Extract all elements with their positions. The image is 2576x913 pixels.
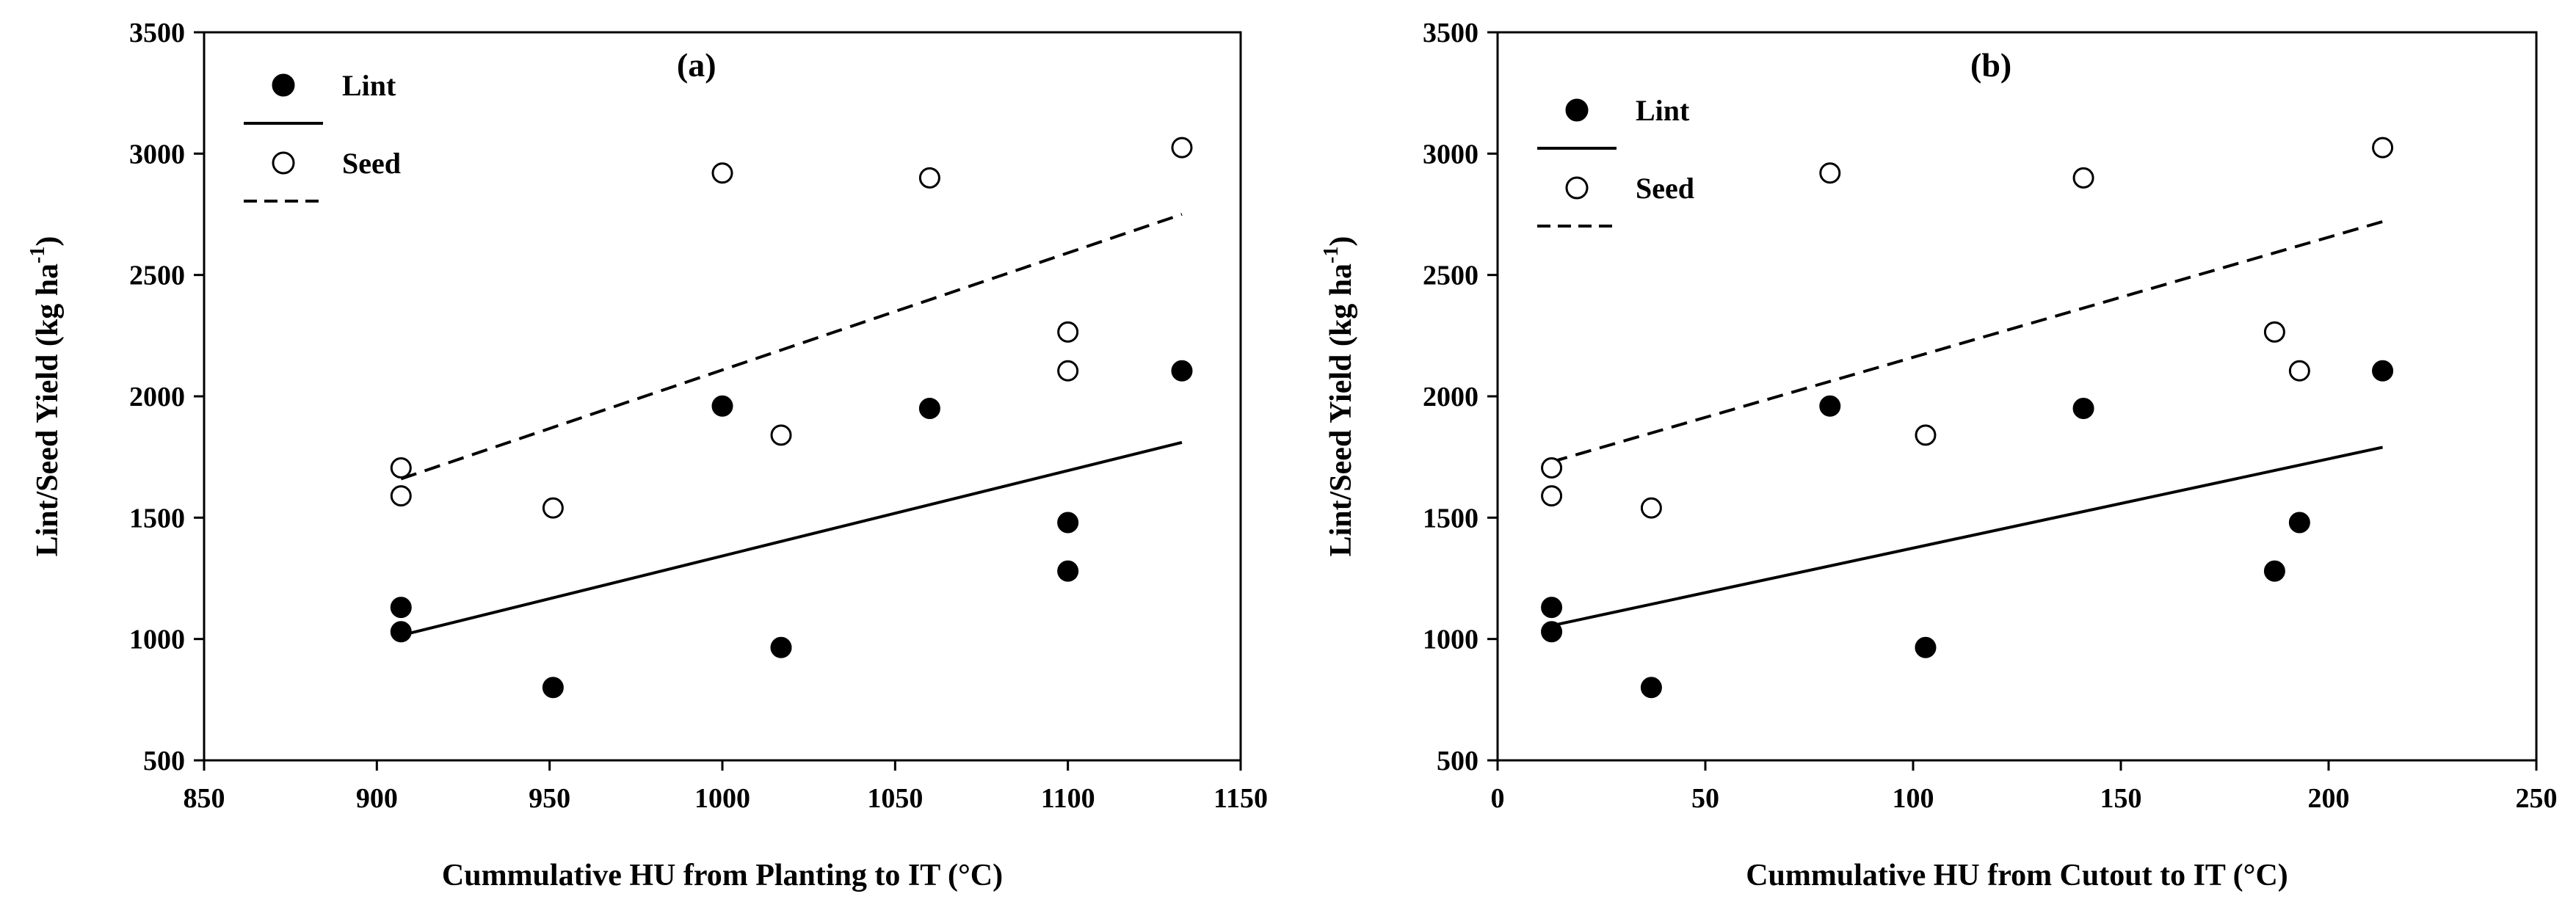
- legend-seed-marker-a: [272, 151, 295, 175]
- markers-b: [1541, 137, 2394, 699]
- y-tick-label-a-2000: 2000: [129, 382, 185, 412]
- point-lint-a-3: [711, 395, 733, 417]
- y-axis-title-main-a: Lint/Seed Yield (kg ha: [31, 263, 65, 556]
- point-seed-b-6: [2263, 321, 2285, 343]
- point-seed-b-2: [1640, 497, 1662, 519]
- point-seed-a-2: [542, 497, 564, 519]
- fit-line-lint-b: [1551, 445, 2383, 628]
- x-tick-label-b-200: 200: [2308, 783, 2350, 814]
- y-tick-label-b-1500: 1500: [1423, 503, 1479, 534]
- point-seed-a-0: [390, 457, 412, 479]
- legend-seed-label-b: Seed: [1636, 172, 1694, 205]
- y-tick-label-b-3000: 3000: [1423, 139, 1479, 170]
- x-tick-label-a-1100: 1100: [1041, 783, 1095, 814]
- legend-seed-label-a: Seed: [342, 147, 401, 180]
- point-lint-b-5: [2072, 398, 2094, 420]
- x-tick-label-a-900: 900: [356, 783, 398, 814]
- fit-lines-b: [1551, 219, 2384, 628]
- y-axis-title-main-b: Lint/Seed Yield (kg ha: [1324, 263, 1358, 556]
- x-tick-label-b-250: 250: [2516, 783, 2558, 814]
- point-lint-b-4: [1915, 636, 1937, 658]
- panel-label-b: (b): [1970, 46, 2011, 84]
- x-tick-label-a-950: 950: [529, 783, 570, 814]
- point-lint-a-6: [1057, 512, 1079, 534]
- point-seed-a-1: [390, 485, 412, 507]
- point-lint-b-3: [1819, 395, 1841, 417]
- x-tick-label-a-1150: 1150: [1213, 783, 1268, 814]
- y-axis-title-sup-b: -1: [1320, 247, 1343, 263]
- point-seed-a-3: [711, 162, 733, 184]
- x-tick-label-b-150: 150: [2100, 783, 2142, 814]
- x-axis-title-b: Cummulative HU from Cutout to IT (°C): [1746, 859, 2288, 892]
- legend-lint-marker-b: [1565, 98, 1589, 122]
- panel-a: 850 900 950 1000 1050 1100 1150 500 1000 1500 2000…: [26, 18, 1268, 892]
- point-seed-b-0: [1541, 457, 1563, 479]
- point-lint-a-0: [390, 597, 412, 619]
- y-tick-label-b-3500: 3500: [1423, 18, 1479, 48]
- y-tick-label-a-3000: 3000: [129, 139, 185, 170]
- y-tick-label-b-2500: 2500: [1423, 261, 1479, 291]
- legend-lint-label-a: Lint: [342, 69, 396, 102]
- point-seed-a-6: [1057, 321, 1079, 343]
- fit-line-seed-a: [400, 213, 1183, 481]
- point-seed-b-8: [2372, 137, 2394, 159]
- markers-a: [390, 137, 1193, 699]
- point-seed-b-1: [1541, 485, 1563, 507]
- point-seed-a-8: [1171, 137, 1193, 159]
- fit-line-lint-a: [400, 440, 1183, 637]
- point-seed-a-5: [918, 167, 940, 189]
- legend-b: Lint Seed: [1537, 94, 1694, 228]
- fit-lines-a: [400, 213, 1183, 637]
- y-tick-label-a-1000: 1000: [129, 625, 185, 655]
- x-tick-label-a-1000: 1000: [694, 783, 750, 814]
- y-tick-label-a-2500: 2500: [129, 261, 185, 291]
- point-lint-a-5: [918, 398, 940, 420]
- y-axis-title-b: Lint/Seed Yield (kg ha-1): [1320, 236, 1358, 557]
- panel-b: 0 50 100 150 200 250 500 1000 1500 2000 2500 3000 35…: [1320, 18, 2558, 892]
- point-lint-b-7: [2263, 560, 2285, 582]
- y-tick-label-a-3500: 3500: [129, 18, 185, 48]
- y-tick-label-a-1500: 1500: [129, 503, 185, 534]
- ticks-b: 0 50 100 150 200 250 500 1000 1500 2000 2500 3000 35…: [1423, 18, 2558, 814]
- point-seed-b-3: [1819, 162, 1841, 184]
- point-lint-a-4: [770, 636, 792, 658]
- point-lint-b-6: [2288, 512, 2310, 534]
- point-lint-a-8: [1171, 360, 1193, 382]
- x-tick-label-a-850: 850: [184, 783, 225, 814]
- point-seed-b-4: [1915, 424, 1937, 446]
- point-lint-a-7: [1057, 560, 1079, 582]
- point-lint-a-1: [390, 621, 412, 643]
- point-seed-a-7: [1057, 360, 1079, 382]
- x-tick-label-b-0: 0: [1491, 783, 1505, 814]
- y-tick-label-b-1000: 1000: [1423, 625, 1479, 655]
- point-lint-b-8: [2372, 360, 2394, 382]
- y-tick-label-b-2000: 2000: [1423, 382, 1479, 412]
- x-tick-label-a-1050: 1050: [867, 783, 923, 814]
- y-axis-title-a: Lint/Seed Yield (kg ha-1): [26, 236, 65, 557]
- y-tick-label-a-500: 500: [143, 746, 185, 776]
- fit-line-seed-b: [1551, 219, 2384, 464]
- point-lint-a-2: [542, 677, 564, 699]
- panel-label-a: (a): [677, 46, 716, 84]
- point-seed-b-7: [2288, 360, 2310, 382]
- point-seed-b-5: [2072, 167, 2094, 189]
- y-axis-title-sup-a: -1: [26, 247, 49, 263]
- point-lint-b-0: [1541, 597, 1563, 619]
- y-axis-title-end-a: ): [31, 236, 65, 247]
- legend-a: Lint Seed: [244, 69, 401, 203]
- point-lint-b-2: [1640, 677, 1662, 699]
- x-axis-title-a: Cummulative HU from Planting to IT (°C): [442, 859, 1003, 892]
- legend-lint-marker-a: [272, 73, 295, 97]
- y-axis-title-end-b: ): [1324, 236, 1358, 247]
- legend-seed-marker-b: [1565, 176, 1589, 200]
- point-seed-a-4: [770, 424, 792, 446]
- x-tick-label-b-50: 50: [1691, 783, 1719, 814]
- legend-lint-label-b: Lint: [1636, 94, 1690, 127]
- point-lint-b-1: [1541, 621, 1563, 643]
- ticks-a: 850 900 950 1000 1050 1100 1150 500 1000 1500 2000…: [129, 18, 1268, 814]
- x-tick-label-b-100: 100: [1893, 783, 1934, 814]
- y-tick-label-b-500: 500: [1437, 746, 1479, 776]
